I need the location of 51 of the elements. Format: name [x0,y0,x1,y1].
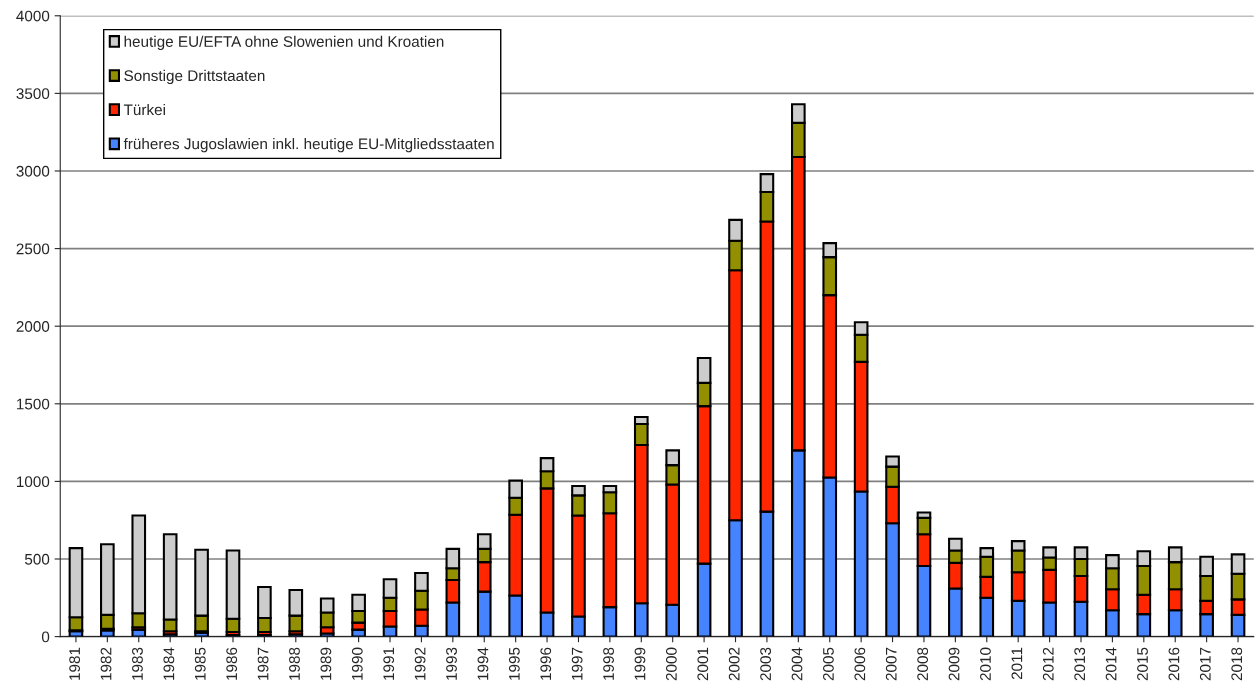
x-tick-label: 1988 [289,647,300,680]
x-tick-label: 1984 [163,647,175,680]
x-tick-label: 2001 [697,647,709,681]
x-tick-label: 2000 [665,647,677,681]
x-tick-label: 2014 [1105,647,1117,681]
x-tick-label: 1986 [226,647,238,680]
y-tick-label: 0 [41,631,50,643]
x-tick-label: 1997 [571,647,583,680]
x-tick-label: 1996 [540,647,552,680]
x-tick-label: 1991 [383,647,395,680]
legend-label: Türkei [123,103,165,116]
y-tick-label: 1500 [17,398,50,410]
x-tick-label: 1993 [446,647,457,680]
x-tick-label: 2005 [823,647,834,681]
x-tick-label: 2004 [791,647,803,681]
x-tick-label: 2017 [1199,647,1211,681]
x-tick-label: 1995 [508,647,520,680]
y-tick-label: 2500 [16,243,50,255]
y-tick-label: 4000 [16,10,50,22]
x-tick-label: 1989 [320,647,332,680]
x-tick-label: 1987 [257,647,269,680]
x-tick-label: 1998 [603,647,614,680]
x-tick-label: 1999 [634,647,646,680]
x-tick-label: 2012 [1042,647,1054,681]
x-tick-label: 2007 [885,647,897,681]
x-tick-label: 2002 [728,647,740,681]
y-tick-label: 1000 [17,476,50,488]
y-tick-label: 3500 [16,88,50,100]
legend-label: früheres Jugoslawien inkl. heutige EU-Mitgliedsstaaten [123,138,494,153]
legend-label: Sonstige Drittstaaten [124,69,265,85]
x-tick-label: 2018 [1231,647,1243,681]
x-tick-label: 1982 [100,647,112,680]
x-tick-label: 1994 [477,647,489,680]
x-tick-label: 1981 [69,647,81,680]
x-tick-label: 2013 [1074,647,1086,681]
x-tick-label: 2006 [854,647,866,681]
y-tick-label: 2000 [16,321,50,332]
x-tick-label: 2011 [1011,647,1023,680]
x-tick-label: 2010 [980,647,991,681]
x-tick-label: 2009 [948,647,960,681]
x-tick-label: 2015 [1137,647,1148,681]
y-tick-label: 3000 [16,165,50,177]
x-tick-label: 1983 [132,647,143,680]
x-tick-label: 1990 [351,647,363,680]
x-tick-label: 2003 [760,647,772,681]
x-tick-label: 2016 [1168,647,1180,681]
x-tick-label: 1985 [194,647,206,680]
y-tick-label: 500 [24,553,50,565]
legend-label: heutige EU/EFTA ohne Slowenien und Kroatien [124,35,444,50]
x-tick-label: 2008 [917,647,929,681]
x-tick-label: 1992 [414,647,426,680]
